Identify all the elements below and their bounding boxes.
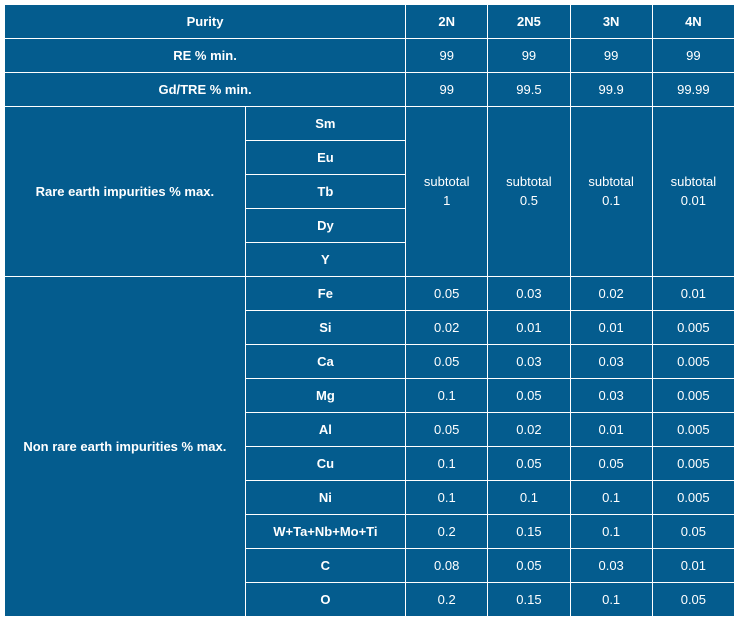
nre-9-2: 0.1 — [570, 583, 652, 617]
nre-elem-4: Al — [245, 413, 405, 447]
nre-4-3: 0.005 — [652, 413, 734, 447]
nre-8-3: 0.01 — [652, 549, 734, 583]
elem-y: Y — [245, 243, 405, 277]
label-re-min: RE % min. — [5, 39, 406, 73]
nre-elem-8: C — [245, 549, 405, 583]
val-re-1: 99 — [488, 39, 570, 73]
header-row: Purity 2N 2N5 3N 4N — [5, 5, 735, 39]
elem-tb: Tb — [245, 175, 405, 209]
nre-0-0: 0.05 — [406, 277, 488, 311]
row-re-min: RE % min. 99 99 99 99 — [5, 39, 735, 73]
nre-0-3: 0.01 — [652, 277, 734, 311]
nre-2-0: 0.05 — [406, 345, 488, 379]
spec-table: Purity 2N 2N5 3N 4N RE % min. 99 99 99 9… — [4, 4, 735, 617]
elem-sm: Sm — [245, 107, 405, 141]
subtotal-word-0: subtotal — [424, 174, 470, 189]
header-grade-1: 2N5 — [488, 5, 570, 39]
nre-8-1: 0.05 — [488, 549, 570, 583]
header-purity: Purity — [5, 5, 406, 39]
nre-6-0: 0.1 — [406, 481, 488, 515]
nre-0-1: 0.03 — [488, 277, 570, 311]
subtotal-val-0: 1 — [443, 193, 450, 208]
row-rare-earth-0: Rare earth impurities % max. Sm subtotal… — [5, 107, 735, 141]
nre-4-0: 0.05 — [406, 413, 488, 447]
nre-elem-0: Fe — [245, 277, 405, 311]
nre-6-2: 0.1 — [570, 481, 652, 515]
nre-elem-7: W+Ta+Nb+Mo+Ti — [245, 515, 405, 549]
subtotal-val-1: 0.5 — [520, 193, 538, 208]
header-grade-0: 2N — [406, 5, 488, 39]
subtotal-word-2: subtotal — [588, 174, 634, 189]
label-rare-earth: Rare earth impurities % max. — [5, 107, 246, 277]
nre-8-2: 0.03 — [570, 549, 652, 583]
subtotal-word-1: subtotal — [506, 174, 552, 189]
nre-9-1: 0.15 — [488, 583, 570, 617]
subtotal-val-2: 0.1 — [602, 193, 620, 208]
nre-8-0: 0.08 — [406, 549, 488, 583]
nre-elem-5: Cu — [245, 447, 405, 481]
nre-1-2: 0.01 — [570, 311, 652, 345]
label-gdtre-min: Gd/TRE % min. — [5, 73, 406, 107]
subtotal-word-3: subtotal — [671, 174, 717, 189]
nre-0-2: 0.02 — [570, 277, 652, 311]
nre-7-0: 0.2 — [406, 515, 488, 549]
nre-2-1: 0.03 — [488, 345, 570, 379]
nre-4-2: 0.01 — [570, 413, 652, 447]
nre-3-1: 0.05 — [488, 379, 570, 413]
subtotal-3: subtotal 0.01 — [652, 107, 734, 277]
nre-6-1: 0.1 — [488, 481, 570, 515]
header-grade-2: 3N — [570, 5, 652, 39]
nre-3-3: 0.005 — [652, 379, 734, 413]
nre-elem-6: Ni — [245, 481, 405, 515]
nre-2-2: 0.03 — [570, 345, 652, 379]
subtotal-0: subtotal 1 — [406, 107, 488, 277]
nre-7-2: 0.1 — [570, 515, 652, 549]
subtotal-1: subtotal 0.5 — [488, 107, 570, 277]
nre-5-1: 0.05 — [488, 447, 570, 481]
nre-6-3: 0.005 — [652, 481, 734, 515]
val-re-2: 99 — [570, 39, 652, 73]
nre-9-0: 0.2 — [406, 583, 488, 617]
val-re-3: 99 — [652, 39, 734, 73]
nre-1-1: 0.01 — [488, 311, 570, 345]
val-gdtre-3: 99.99 — [652, 73, 734, 107]
nre-1-3: 0.005 — [652, 311, 734, 345]
nre-elem-1: Si — [245, 311, 405, 345]
nre-5-3: 0.005 — [652, 447, 734, 481]
nre-3-2: 0.03 — [570, 379, 652, 413]
nre-9-3: 0.05 — [652, 583, 734, 617]
val-gdtre-0: 99 — [406, 73, 488, 107]
nre-3-0: 0.1 — [406, 379, 488, 413]
subtotal-2: subtotal 0.1 — [570, 107, 652, 277]
header-grade-3: 4N — [652, 5, 734, 39]
row-gdtre-min: Gd/TRE % min. 99 99.5 99.9 99.99 — [5, 73, 735, 107]
val-re-0: 99 — [406, 39, 488, 73]
nre-7-1: 0.15 — [488, 515, 570, 549]
label-non-rare-earth: Non rare earth impurities % max. — [5, 277, 246, 617]
nre-elem-3: Mg — [245, 379, 405, 413]
nre-7-3: 0.05 — [652, 515, 734, 549]
nre-4-1: 0.02 — [488, 413, 570, 447]
elem-eu: Eu — [245, 141, 405, 175]
elem-dy: Dy — [245, 209, 405, 243]
nre-5-2: 0.05 — [570, 447, 652, 481]
val-gdtre-1: 99.5 — [488, 73, 570, 107]
nre-2-3: 0.005 — [652, 345, 734, 379]
nre-1-0: 0.02 — [406, 311, 488, 345]
row-nre-0: Non rare earth impurities % max. Fe 0.05… — [5, 277, 735, 311]
val-gdtre-2: 99.9 — [570, 73, 652, 107]
nre-elem-2: Ca — [245, 345, 405, 379]
subtotal-val-3: 0.01 — [681, 193, 706, 208]
nre-elem-9: O — [245, 583, 405, 617]
nre-5-0: 0.1 — [406, 447, 488, 481]
